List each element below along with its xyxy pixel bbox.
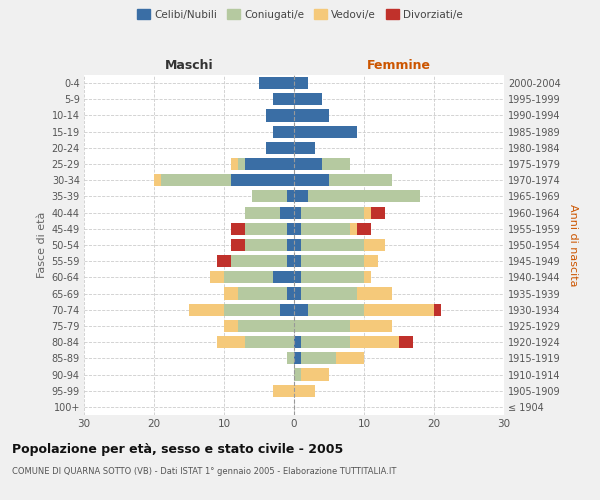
Bar (364, 304, 434, 316)
Y-axis label: Fasce di età: Fasce di età (37, 212, 47, 278)
Text: Femmine: Femmine (367, 58, 431, 71)
Bar (238, 320, 294, 332)
Bar (224, 288, 238, 300)
Bar (364, 239, 385, 251)
Bar (245, 239, 287, 251)
Bar (294, 77, 308, 89)
Bar (294, 126, 357, 138)
Text: COMUNE DI QUARNA SOTTO (VB) - Dati ISTAT 1° gennaio 2005 - Elaborazione TUTTITAL: COMUNE DI QUARNA SOTTO (VB) - Dati ISTAT… (12, 468, 397, 476)
Bar (301, 336, 350, 348)
Bar (294, 158, 322, 170)
Bar (357, 288, 392, 300)
Bar (301, 368, 329, 380)
Bar (238, 288, 287, 300)
Bar (217, 336, 245, 348)
Bar (273, 272, 294, 283)
Bar (294, 206, 301, 218)
Bar (294, 255, 301, 268)
Bar (308, 304, 364, 316)
Bar (238, 158, 245, 170)
Bar (301, 352, 336, 364)
Bar (294, 239, 301, 251)
Bar (231, 222, 245, 235)
Bar (273, 126, 294, 138)
Bar (301, 272, 364, 283)
Bar (294, 190, 308, 202)
Bar (294, 304, 308, 316)
Bar (301, 239, 364, 251)
Bar (322, 158, 350, 170)
Bar (301, 288, 357, 300)
Y-axis label: Anni di nascita: Anni di nascita (568, 204, 578, 286)
Bar (294, 336, 301, 348)
Bar (245, 222, 287, 235)
Bar (371, 206, 385, 218)
Bar (224, 320, 238, 332)
Bar (364, 272, 371, 283)
Bar (287, 239, 294, 251)
Bar (280, 304, 294, 316)
Bar (294, 222, 301, 235)
Bar (287, 255, 294, 268)
Text: Popolazione per età, sesso e stato civile - 2005: Popolazione per età, sesso e stato civil… (12, 442, 343, 456)
Bar (294, 110, 329, 122)
Bar (231, 255, 287, 268)
Bar (189, 304, 224, 316)
Bar (357, 222, 371, 235)
Bar (266, 142, 294, 154)
Bar (336, 352, 364, 364)
Bar (245, 206, 280, 218)
Bar (231, 158, 238, 170)
Bar (231, 239, 245, 251)
Bar (231, 174, 294, 186)
Bar (399, 336, 413, 348)
Bar (266, 110, 294, 122)
Bar (350, 336, 399, 348)
Bar (154, 174, 161, 186)
Bar (364, 206, 371, 218)
Bar (287, 352, 294, 364)
Bar (287, 190, 294, 202)
Bar (350, 320, 392, 332)
Bar (301, 222, 350, 235)
Bar (217, 255, 231, 268)
Bar (294, 174, 329, 186)
Bar (329, 174, 392, 186)
Bar (224, 304, 280, 316)
Bar (287, 222, 294, 235)
Bar (245, 336, 294, 348)
Bar (273, 384, 294, 397)
Bar (294, 368, 301, 380)
Bar (294, 288, 301, 300)
Bar (280, 206, 294, 218)
Bar (224, 272, 273, 283)
Bar (287, 288, 294, 300)
Bar (350, 222, 357, 235)
Bar (301, 255, 364, 268)
Bar (294, 142, 315, 154)
Bar (294, 272, 301, 283)
Bar (294, 352, 301, 364)
Bar (294, 320, 350, 332)
Bar (273, 93, 294, 106)
Bar (308, 190, 420, 202)
Bar (210, 272, 224, 283)
Text: Maschi: Maschi (164, 58, 214, 71)
Bar (252, 190, 287, 202)
Bar (245, 158, 294, 170)
Bar (294, 93, 322, 106)
Bar (434, 304, 441, 316)
Bar (294, 384, 315, 397)
Legend: Celibi/Nubili, Coniugati/e, Vedovi/e, Divorziati/e: Celibi/Nubili, Coniugati/e, Vedovi/e, Di… (133, 5, 467, 24)
Bar (364, 255, 378, 268)
Bar (259, 77, 294, 89)
Bar (301, 206, 364, 218)
Bar (161, 174, 231, 186)
